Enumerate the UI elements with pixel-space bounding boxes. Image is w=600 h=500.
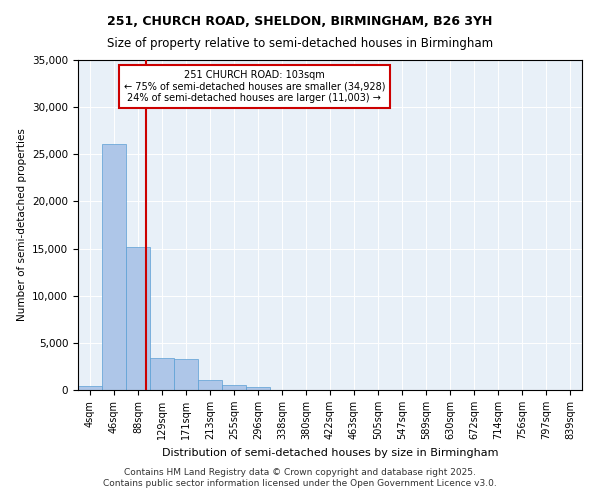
Bar (246, 386, 270, 390)
Bar (126, 246, 150, 390)
Text: 251, CHURCH ROAD, SHELDON, BIRMINGHAM, B26 3YH: 251, CHURCH ROAD, SHELDON, BIRMINGHAM, B… (107, 15, 493, 28)
Bar (174, 359, 198, 390)
Text: Size of property relative to semi-detached houses in Birmingham: Size of property relative to semi-detach… (107, 38, 493, 51)
Bar (78, 386, 102, 390)
Bar (150, 358, 174, 390)
Bar (198, 380, 222, 390)
Bar (222, 386, 246, 390)
Text: 251 CHURCH ROAD: 103sqm
← 75% of semi-detached houses are smaller (34,928)
24% o: 251 CHURCH ROAD: 103sqm ← 75% of semi-de… (124, 70, 385, 103)
Bar (102, 144, 126, 390)
X-axis label: Distribution of semi-detached houses by size in Birmingham: Distribution of semi-detached houses by … (162, 448, 498, 458)
Text: Contains HM Land Registry data © Crown copyright and database right 2025.
Contai: Contains HM Land Registry data © Crown c… (103, 468, 497, 487)
Y-axis label: Number of semi-detached properties: Number of semi-detached properties (17, 128, 26, 322)
